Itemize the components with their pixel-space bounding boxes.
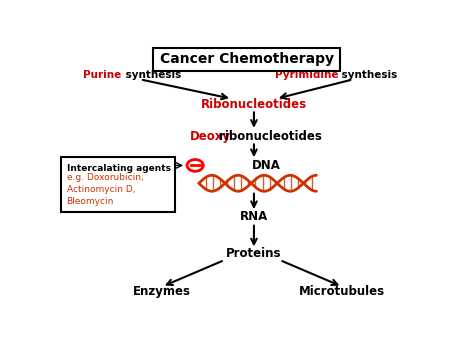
Text: Deoxy: Deoxy bbox=[190, 130, 231, 143]
Text: breaking and reconnecting DNA strands.: breaking and reconnecting DNA strands. bbox=[165, 48, 321, 57]
FancyBboxPatch shape bbox=[61, 157, 175, 212]
FancyBboxPatch shape bbox=[153, 48, 340, 71]
Text: Pyrimidine: Pyrimidine bbox=[275, 70, 338, 80]
Text: Intercalating agents: Intercalating agents bbox=[66, 164, 171, 173]
Text: synthesis: synthesis bbox=[338, 70, 398, 80]
Text: Purine: Purine bbox=[83, 70, 122, 80]
Text: Enzymes: Enzymes bbox=[133, 285, 191, 299]
Text: synthesis: synthesis bbox=[122, 70, 181, 80]
Text: DNA: DNA bbox=[252, 159, 281, 172]
Text: Ribonucleotides: Ribonucleotides bbox=[201, 98, 307, 111]
Text: RNA: RNA bbox=[240, 210, 268, 222]
Text: Cancer Chemotherapy: Cancer Chemotherapy bbox=[160, 52, 334, 66]
Text: Proteins: Proteins bbox=[226, 247, 282, 260]
Text: ribonucleotides: ribonucleotides bbox=[219, 130, 322, 143]
Text: e.g. Doxorubicin,
Actinomycin D,
Bleomycin: e.g. Doxorubicin, Actinomycin D, Bleomyc… bbox=[66, 173, 143, 206]
Text: Microtubules: Microtubules bbox=[299, 285, 385, 299]
